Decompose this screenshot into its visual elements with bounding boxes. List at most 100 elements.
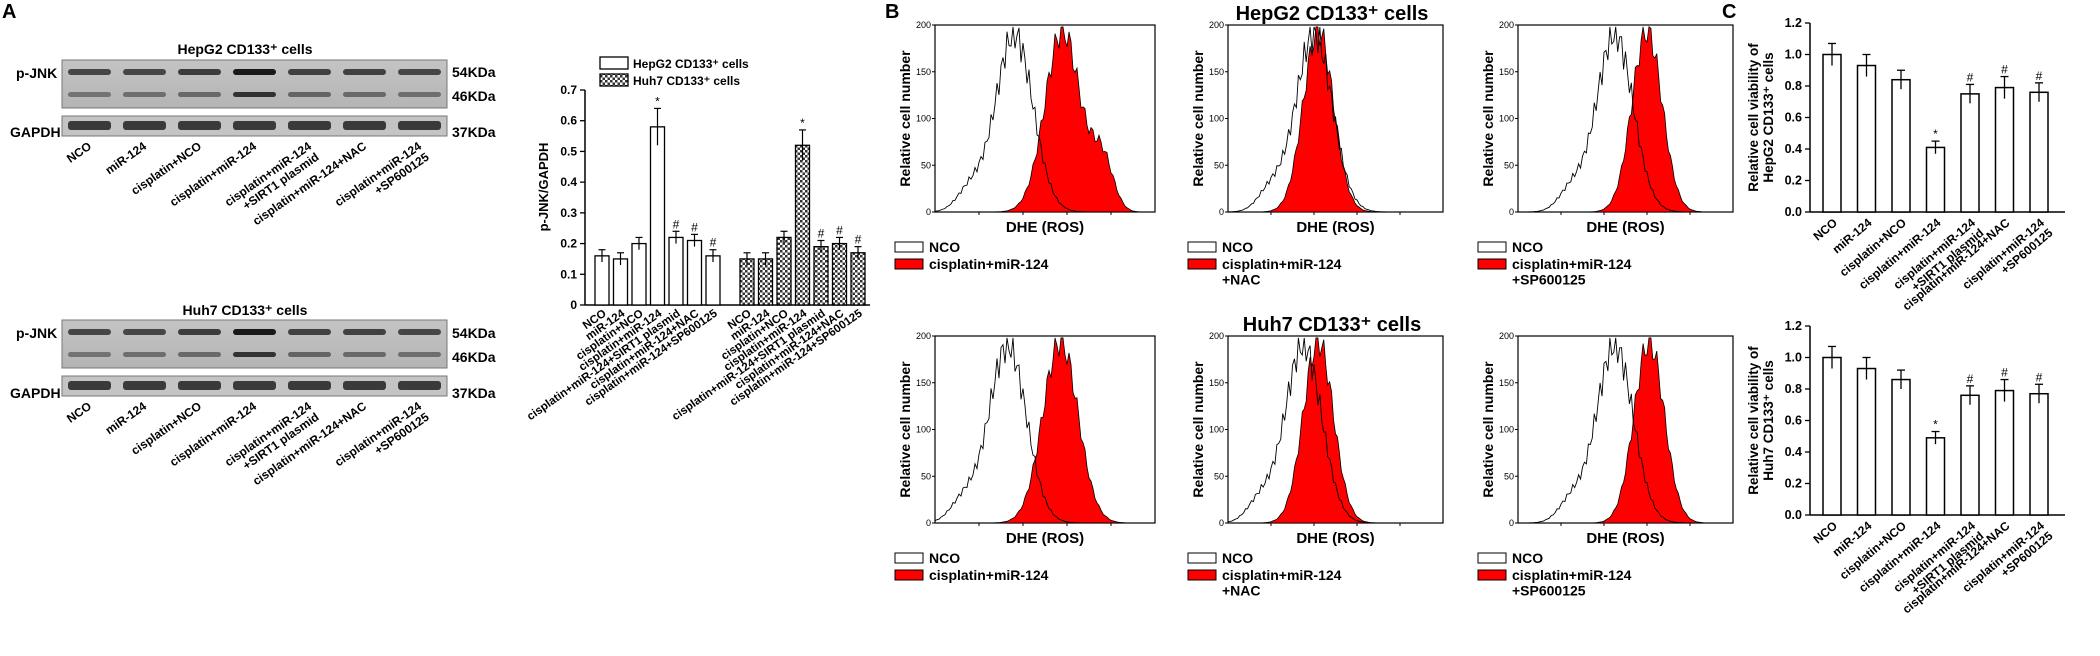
blot-bottom-band-54-4 bbox=[288, 329, 331, 335]
pjnk-bar-s0-4 bbox=[668, 236, 684, 306]
via-huh7-mark-4: # bbox=[1967, 372, 1974, 386]
blot-bottom-size-37: 37KDa bbox=[452, 385, 496, 401]
blot-bottom-size-46: 46KDa bbox=[452, 349, 496, 365]
via-hepg2-ytick-label-5: 1.0 bbox=[1785, 48, 1802, 62]
pjnk-bar-s0-5 bbox=[686, 239, 703, 306]
via-hepg2-bar-2 bbox=[1891, 78, 1911, 213]
blot-bottom-band-gapdh-3 bbox=[233, 381, 276, 390]
flow-title-hepg2: HepG2 CD133⁺ cells bbox=[1236, 3, 1429, 25]
via-hepg2-ytick-label-4: 0.8 bbox=[1785, 79, 1802, 93]
via-huh7-ytick-label-5: 1.0 bbox=[1785, 351, 1802, 365]
pjnk-mark-s0-6: # bbox=[710, 236, 717, 250]
flow-panel-2-ytick-label-4: 200 bbox=[1499, 20, 1514, 30]
flow-panel-0-ylabel: Relative cell number bbox=[897, 50, 913, 187]
pjnk-bar-s1-3 bbox=[794, 144, 811, 306]
blot-bottom-lane-label-1: miR-124 bbox=[103, 399, 150, 437]
via-huh7-bar-5 bbox=[1994, 389, 2015, 516]
blot-bottom-band-gapdh-4 bbox=[288, 381, 331, 390]
flow-panel-3-ylabel: Relative cell number bbox=[897, 361, 913, 498]
flow-panel-5-ytick-label-1: 50 bbox=[1504, 471, 1514, 481]
pjnk-bar-s0-3 bbox=[649, 126, 666, 306]
blot-bottom-band-46-1 bbox=[123, 352, 166, 357]
blot-top-band-46-2 bbox=[178, 92, 221, 97]
flow-panel-4-ytick-label-1: 50 bbox=[1214, 471, 1224, 481]
flow-panel-2-control-histogram bbox=[1517, 26, 1733, 213]
blot-top-size-46: 46KDa bbox=[452, 88, 496, 104]
flow-panel-4-ytick-label-0: 0 bbox=[1219, 518, 1224, 528]
flow-panel-3-legend-label-treated: cisplatin+miR-124 bbox=[929, 567, 1049, 583]
flow-panel-1-legend-swatch-control bbox=[1187, 241, 1217, 253]
blot-bottom-band-54-3 bbox=[233, 329, 276, 335]
pjnk-legend: HepG2 CD133⁺ cells Huh7 CD133⁺ cells bbox=[599, 56, 749, 88]
via-huh7-ytick-label-3: 0.6 bbox=[1785, 414, 1802, 428]
flow-panel-0-ytick-label-3: 150 bbox=[916, 67, 931, 77]
flow-panel-2-ytick-label-0: 0 bbox=[1509, 207, 1514, 217]
blot-top-band-gapdh-3 bbox=[233, 121, 276, 130]
pjnk-bar-s1-2 bbox=[776, 236, 792, 306]
flow-panel-5-treated-histogram bbox=[1518, 337, 1733, 524]
flow-panel-5-xlabel: DHE (ROS) bbox=[1586, 530, 1664, 547]
blot-top-row-pjnk: p-JNK bbox=[16, 65, 57, 81]
via-hepg2-bar-5 bbox=[1994, 86, 2015, 213]
blot-top-band-gapdh-2 bbox=[178, 121, 221, 130]
pjnk-legend-swatch-huh7 bbox=[599, 73, 629, 87]
flow-panel-5-ytick-label-2: 100 bbox=[1499, 425, 1514, 435]
flow-panel-0-xlabel: DHE (ROS) bbox=[1006, 219, 1084, 236]
blot-top-band-54-1 bbox=[123, 69, 166, 75]
pjnk-mark-s0-5: # bbox=[691, 220, 698, 234]
viability-hepg2-chart: 0.0 0.2 0.4 0.6 0.8 1.0 1.2 Relative cell viabi… bbox=[1746, 16, 2065, 313]
flow-panel-1-ytick-label-2: 100 bbox=[1209, 114, 1224, 124]
flow-panel-5-legend-label-control: NCO bbox=[1512, 550, 1543, 566]
blot-top-band-54-6 bbox=[398, 69, 441, 75]
blot-top-band-gapdh-4 bbox=[288, 121, 331, 130]
via-huh7-ytick-label-6: 1.2 bbox=[1785, 319, 1802, 333]
via-huh7-bar-1 bbox=[1856, 367, 1877, 516]
pjnk-ytick-label-6: 0.6 bbox=[560, 114, 577, 128]
via-hepg2-ylabel: Relative cell viability ofHepG2 CD133⁺ c… bbox=[1746, 43, 1776, 192]
flow-panel-2-ylabel: Relative cell number bbox=[1480, 50, 1496, 187]
blot-bottom-lane-label-0: NCO bbox=[64, 399, 94, 426]
flow-panel-3-ytick-label-3: 150 bbox=[916, 378, 931, 388]
blot-top-band-46-1 bbox=[123, 92, 166, 97]
flow-panel-3-treated-histogram bbox=[935, 337, 1155, 524]
via-huh7-ytick-label-1: 0.2 bbox=[1785, 477, 1802, 491]
flow-panel-0-ytick-label-0: 0 bbox=[926, 207, 931, 217]
via-hepg2-mark-4: # bbox=[1967, 70, 1974, 84]
blot-top-band-46-4 bbox=[288, 92, 331, 97]
flow-panel-3-legend-label-control: NCO bbox=[929, 550, 960, 566]
blot-top-pjnk-strip bbox=[61, 59, 448, 109]
pjnk-bar-s0-0 bbox=[594, 255, 610, 306]
pjnk-ytick-label-2: 0.2 bbox=[560, 237, 577, 251]
pjnk-ytick-label-0: 0 bbox=[570, 298, 577, 312]
flow-panel-4-xlabel: DHE (ROS) bbox=[1296, 530, 1374, 547]
via-huh7-ylabel: Relative cell viability ofHuh7 CD133⁺ ce… bbox=[1746, 346, 1776, 495]
pjnk-ytick-label-4: 0.4 bbox=[560, 175, 577, 189]
blot-top-size-54: 54KDa bbox=[452, 64, 496, 80]
flow-panel-2-legend-label-control: NCO bbox=[1512, 239, 1543, 255]
flow-panel-4-legend-label-treated: cisplatin+miR-124 +NAC bbox=[1222, 567, 1342, 598]
via-hepg2-ytick-label-0: 0.0 bbox=[1785, 205, 1802, 219]
pjnk-bar-s1-4 bbox=[813, 245, 829, 306]
flow-panel-2-treated-histogram bbox=[1518, 26, 1733, 213]
blot-bottom-band-54-5 bbox=[343, 329, 386, 335]
panel-label-c: C bbox=[1722, 1, 1736, 23]
blot-bottom-band-46-6 bbox=[398, 352, 441, 357]
flow-panel-2-ytick-label-1: 50 bbox=[1504, 160, 1514, 170]
flow-panel-1-legend-swatch-treated bbox=[1187, 258, 1217, 270]
blot-top-band-46-5 bbox=[343, 92, 386, 97]
flow-panel-0-legend-label-treated: cisplatin+miR-124 bbox=[929, 256, 1049, 272]
flow-panel-3-ytick-label-0: 0 bbox=[926, 518, 931, 528]
flow-panel-4-ylabel: Relative cell number bbox=[1190, 361, 1206, 498]
pjnk-legend-label-hepg2: HepG2 CD133⁺ cells bbox=[633, 57, 749, 71]
via-hepg2-mark-6: # bbox=[2036, 69, 2043, 83]
flow-panel-4-ytick-label-4: 200 bbox=[1209, 331, 1224, 341]
flow-panel-0-ytick-label-1: 50 bbox=[921, 160, 931, 170]
flow-panel-0-legend-swatch-treated bbox=[894, 258, 924, 270]
via-hepg2-ytick-label-6: 1.2 bbox=[1785, 16, 1802, 30]
blot-bottom-band-54-1 bbox=[123, 329, 166, 335]
via-hepg2-bar-3 bbox=[1925, 146, 1946, 213]
pjnk-mark-s1-6: # bbox=[855, 233, 862, 247]
pjnk-ytick-label-3: 0.3 bbox=[560, 206, 577, 220]
blot-bottom-band-gapdh-1 bbox=[123, 381, 166, 390]
flow-panel-1-ytick-label-3: 150 bbox=[1209, 67, 1224, 77]
